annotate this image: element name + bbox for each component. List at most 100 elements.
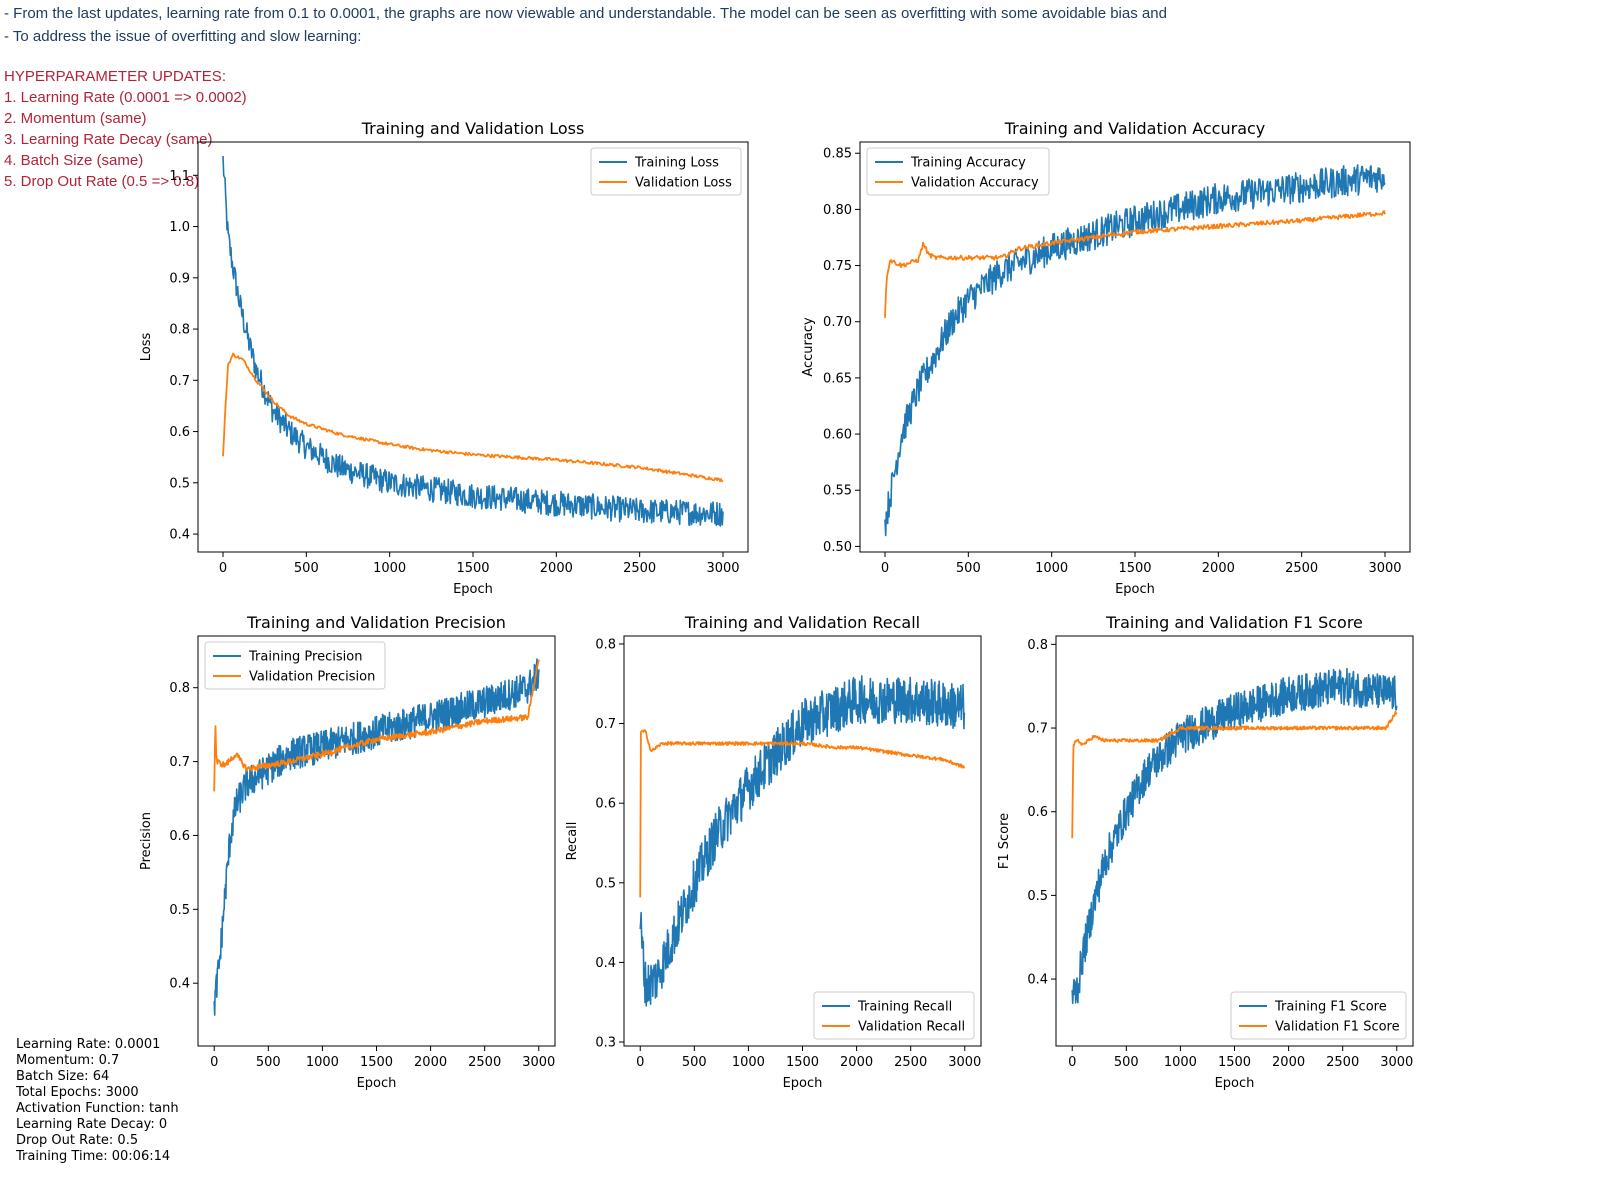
y-tick-label: 0.55 (823, 484, 852, 499)
validation-series-line (222, 352, 724, 483)
y-tick-label: 0.8 (169, 323, 190, 338)
chart-title: Training and Validation F1 Score (1105, 613, 1363, 632)
x-tick-label: 2500 (468, 1055, 501, 1070)
chart-title: Training and Validation Accuracy (1004, 119, 1266, 138)
validation-series-line (213, 659, 540, 792)
x-tick-label: 3000 (948, 1055, 981, 1070)
legend-label: Validation Accuracy (911, 176, 1039, 191)
training-series-line (222, 155, 724, 527)
plot-area (213, 658, 540, 1016)
loss-chart: Training and Validation Loss 0 500 1000 1500… (139, 119, 749, 597)
x-tick-label: 1500 (1118, 561, 1151, 576)
summary-activation: Activation Function: tanh (16, 1101, 179, 1116)
legend-label: Training Loss (634, 156, 719, 171)
legend: Training Accuracy Validation Accuracy (866, 147, 1050, 196)
y-tick-label: 0.7 (595, 717, 616, 732)
x-tick-label: 0 (219, 561, 227, 576)
x-tick-label: 1000 (1035, 561, 1068, 576)
plot-area (639, 675, 966, 1007)
y-tick-label: 0.8 (169, 681, 190, 696)
x-tick-label: 2500 (623, 561, 656, 576)
x-tick-label: 1000 (1164, 1055, 1197, 1070)
legend: Training Precision Validation Precision (204, 641, 386, 690)
hyperparameter-item: 4. Batch Size (same) (4, 152, 144, 169)
y-tick-label: 0.6 (595, 797, 616, 812)
x-tick-label: 1000 (373, 561, 406, 576)
training-series-line (213, 658, 540, 1016)
x-tick-label: 2000 (540, 561, 573, 576)
x-tick-label: 1500 (360, 1055, 393, 1070)
summary-batch-size: Batch Size: 64 (16, 1069, 110, 1084)
x-axis-label: Epoch (783, 1076, 823, 1091)
x-tick-label: 2500 (894, 1055, 927, 1070)
x-tick-label: 2500 (1326, 1055, 1359, 1070)
y-tick-label: 0.9 (169, 271, 190, 286)
y-tick-label: 0.6 (169, 425, 190, 440)
y-tick-label: 0.85 (823, 147, 852, 162)
legend-box (866, 147, 1050, 196)
summary-momentum: Momentum: 0.7 (16, 1053, 120, 1068)
x-tick-label: 3000 (706, 561, 739, 576)
summary-training-time: Training Time: 00:06:14 (16, 1149, 171, 1164)
hyperparameter-heading: HYPERPARAMETER UPDATES: (4, 68, 226, 85)
y-axis-label: F1 Score (997, 813, 1012, 869)
y-tick-label: 0.4 (1027, 973, 1048, 988)
legend-label: Training Accuracy (910, 156, 1026, 171)
x-tick-label: 3000 (522, 1055, 555, 1070)
x-axis-label: Epoch (453, 582, 493, 597)
legend-label: Training Precision (248, 650, 362, 665)
legend-label: Validation F1 Score (1275, 1020, 1400, 1035)
x-tick-label: 0 (881, 561, 889, 576)
y-tick-label: 0.4 (169, 528, 190, 543)
y-tick-label: 0.5 (169, 476, 190, 491)
summary-total-epochs: Total Epochs: 3000 (16, 1085, 139, 1100)
y-tick-label: 0.6 (169, 829, 190, 844)
y-tick-label: 0.7 (1027, 722, 1048, 737)
plot-area (1071, 667, 1398, 1005)
legend-label: Validation Loss (635, 176, 732, 191)
summary-lr-decay: Learning Rate Decay: 0 (16, 1117, 168, 1132)
x-tick-label: 0 (210, 1055, 218, 1070)
hyperparameter-item: 1. Learning Rate (0.0001 => 0.0002) (4, 89, 247, 106)
x-tick-label: 500 (956, 561, 981, 576)
y-tick-label: 0.4 (595, 956, 616, 971)
y-axis-label: Precision (139, 812, 154, 870)
note-line-2: - To address the issue of overfitting an… (4, 28, 362, 45)
legend-box (813, 991, 975, 1040)
x-axis-label: Epoch (1215, 1076, 1255, 1091)
x-axis-label: Epoch (1115, 582, 1155, 597)
note-line-1: - From the last updates, learning rate f… (4, 5, 1167, 22)
summary-learning-rate: Learning Rate: 0.0001 (16, 1037, 161, 1052)
chart-title: Training and Validation Recall (684, 613, 920, 632)
chart-title: Training and Validation Precision (246, 613, 506, 632)
y-tick-label: 0.4 (169, 977, 190, 992)
y-tick-label: 1.1 (169, 169, 190, 184)
y-tick-label: 0.3 (595, 1036, 616, 1051)
training-series-line (639, 675, 966, 1007)
y-tick-label: 0.7 (169, 374, 190, 389)
x-tick-label: 2000 (414, 1055, 447, 1070)
x-tick-label: 0 (636, 1055, 644, 1070)
y-tick-label: 0.75 (823, 259, 852, 274)
y-tick-label: 0.60 (823, 428, 852, 443)
x-tick-label: 3000 (1368, 561, 1401, 576)
y-tick-label: 0.80 (823, 203, 852, 218)
y-tick-label: 0.70 (823, 315, 852, 330)
x-tick-label: 1000 (732, 1055, 765, 1070)
legend-label: Training Recall (857, 1000, 952, 1015)
x-tick-label: 500 (1114, 1055, 1139, 1070)
legend: Training F1 Score Validation F1 Score (1230, 991, 1407, 1040)
y-tick-label: 0.5 (595, 876, 616, 891)
y-tick-label: 0.50 (823, 540, 852, 555)
x-tick-label: 0 (1068, 1055, 1076, 1070)
training-series-line (1071, 667, 1398, 1005)
x-tick-label: 3000 (1380, 1055, 1413, 1070)
x-axis-label: Epoch (357, 1076, 397, 1091)
x-tick-label: 500 (256, 1055, 281, 1070)
accuracy-chart: Training and Validation Accuracy 0 500 1000… (801, 119, 1411, 597)
y-tick-label: 0.8 (595, 637, 616, 652)
x-tick-label: 2500 (1285, 561, 1318, 576)
summary-dropout: Drop Out Rate: 0.5 (16, 1133, 139, 1148)
f1-chart: Training and Validation F1 Score 0 500 1000… (997, 613, 1414, 1091)
y-axis-label: Loss (139, 333, 154, 362)
